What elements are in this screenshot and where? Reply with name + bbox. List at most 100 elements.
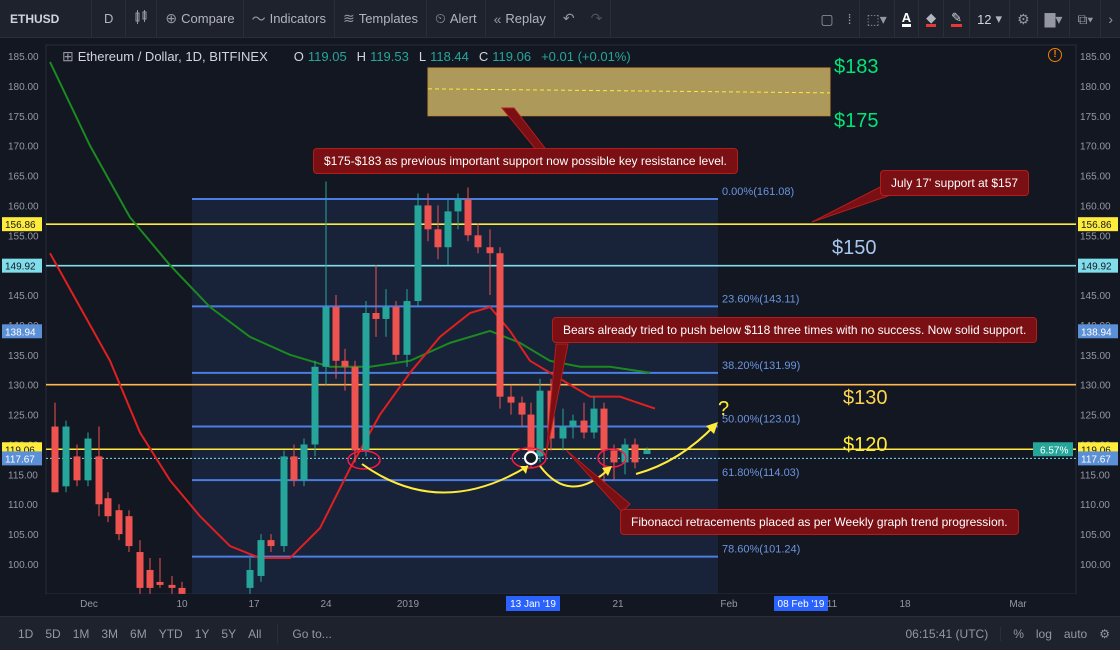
goto-button[interactable]: Go to...	[277, 623, 345, 644]
projection-arrow[interactable]	[635, 423, 717, 475]
symbol-search[interactable]: ETHUSD	[0, 0, 92, 38]
question-mark[interactable]: ?	[718, 398, 730, 420]
july-support-callout[interactable]: July 17' support at $157	[880, 170, 1030, 196]
compare-button[interactable]: ⊕ Compare	[157, 0, 244, 38]
indicators-button[interactable]: 〜 Indicators	[244, 0, 335, 38]
candle-body	[434, 229, 442, 248]
candle-down	[424, 193, 432, 242]
candle-up	[569, 414, 577, 439]
alert-button[interactable]: ⏲ Alert	[427, 0, 486, 38]
legend-title[interactable]: Ethereum / Dollar, 1D, BITFINEX	[77, 49, 268, 64]
select-mode-button[interactable]: ▢	[813, 0, 840, 38]
replay-label: Replay	[505, 11, 546, 26]
candle-body	[536, 390, 544, 457]
candle-body	[332, 307, 340, 361]
bears-callout-pointer	[545, 343, 569, 457]
y-tick-left: 175.00	[8, 112, 39, 123]
bounce-arc-2[interactable]	[539, 465, 611, 488]
info-icon[interactable]: !	[1048, 48, 1062, 62]
range-6m[interactable]: 6M	[130, 626, 147, 641]
line-color-button[interactable]: ✎	[944, 0, 971, 38]
templates-label: Templates	[358, 11, 418, 26]
bounce-arc-1[interactable]	[361, 463, 529, 494]
range-1d[interactable]: 1D	[18, 626, 34, 641]
legend-low: 118.44	[430, 49, 469, 64]
alert-label: Alert	[449, 11, 477, 26]
frame-button[interactable]: ⬚▾	[860, 0, 895, 38]
range-ytd[interactable]: YTD	[158, 626, 183, 641]
bears-callout[interactable]: Bears already tried to push below $118 t…	[552, 317, 1038, 343]
settings-button[interactable]: ⚙	[1010, 0, 1038, 38]
legend-collapse-icon[interactable]: ⊞	[62, 48, 74, 64]
range-5d[interactable]: 5D	[45, 626, 61, 641]
chart-type-button[interactable]	[126, 0, 158, 38]
time-axis-bg	[46, 594, 1076, 614]
candle-down	[392, 301, 400, 361]
undo-button[interactable]: ↶	[555, 0, 583, 38]
arrow-head-1	[520, 466, 528, 474]
label-150[interactable]: $150	[832, 237, 877, 259]
bottom-right-group: 06:15:41 (UTC) % log auto ⚙	[905, 617, 1110, 650]
range-all[interactable]: All	[248, 626, 262, 641]
candle-up	[322, 181, 330, 385]
clock-time[interactable]: 06:15:41 (UTC)	[905, 627, 989, 641]
candle-body	[146, 569, 154, 588]
y-tick-right: 135.00	[1080, 351, 1111, 362]
fill-color-button[interactable]: ◆	[919, 0, 945, 38]
toolbar-right-group: ▢ ⁞ ⬚▾ A ◆ ✎ 12 ▾ ⚙ ▇▾ ⧉▾ ›	[813, 0, 1120, 38]
replay-button[interactable]: « Replay	[486, 0, 555, 38]
candle-body	[136, 552, 144, 588]
y-tick-right: 145.00	[1080, 291, 1111, 302]
more-button[interactable]: ›	[1101, 0, 1120, 38]
percent-toggle[interactable]: %	[1000, 627, 1024, 641]
copy-icon: ⧉▾	[1077, 10, 1094, 27]
support-circle-2[interactable]	[511, 447, 547, 469]
candle-body	[73, 456, 81, 481]
y-tick-left: 170.00	[8, 142, 39, 153]
candle-body	[246, 569, 254, 588]
range-5y[interactable]: 5Y	[221, 626, 237, 641]
range-1m[interactable]: 1M	[72, 626, 90, 641]
dots-icon: ⁞	[847, 11, 852, 27]
candle-body	[444, 211, 452, 248]
candle-down	[146, 558, 154, 594]
candle-up	[382, 289, 390, 337]
fibonacci-callout[interactable]: Fibonacci retracements placed as per Wee…	[620, 509, 1019, 535]
label-120[interactable]: $120	[843, 434, 888, 456]
y-tick-right: 175.00	[1080, 112, 1111, 123]
rewind-icon: «	[493, 10, 502, 27]
range-3m[interactable]: 3M	[101, 626, 119, 641]
candle-down	[631, 438, 639, 469]
y-tick-right: 180.00	[1080, 82, 1111, 93]
fib-label: 38.20%(131.99)	[722, 360, 800, 372]
x-tick-highlight: 13 Jan '19	[510, 599, 556, 610]
layout-button[interactable]: ▇▾	[1038, 0, 1071, 38]
label-175[interactable]: $175	[834, 110, 879, 132]
label-130[interactable]: $130	[843, 387, 888, 409]
candle-body	[351, 366, 359, 451]
templates-button[interactable]: ≋ Templates	[335, 0, 427, 38]
candle-body	[257, 540, 265, 576]
layout-icon: ▇▾	[1044, 10, 1063, 27]
grid-dots-button[interactable]: ⁞	[841, 0, 860, 38]
y-tick-right: 125.00	[1080, 411, 1111, 422]
snapshot-button[interactable]: ⧉▾	[1070, 0, 1102, 38]
resistance-callout[interactable]: $175-$183 as previous important support …	[313, 148, 738, 174]
support-circle-3[interactable]	[597, 448, 627, 468]
candle-down	[51, 402, 59, 493]
price-tag-right-bg	[1078, 451, 1118, 466]
fib-label: 61.80%(114.03)	[722, 467, 799, 479]
y-tick-left: 105.00	[8, 530, 39, 541]
range-1y[interactable]: 1Y	[194, 626, 210, 641]
candle-down	[168, 575, 176, 594]
text-color-button[interactable]: A	[895, 0, 920, 38]
label-183[interactable]: $183	[834, 56, 879, 78]
interval-button[interactable]: D	[92, 0, 127, 38]
font-size-select[interactable]: 12 ▾	[970, 0, 1011, 38]
support-circle-1[interactable]	[347, 450, 381, 470]
log-toggle[interactable]: log	[1035, 627, 1052, 641]
gear-icon[interactable]: ⚙	[1099, 627, 1110, 641]
candle-down	[341, 348, 349, 391]
redo-button[interactable]: ↷	[583, 0, 612, 38]
auto-toggle[interactable]: auto	[1063, 627, 1088, 641]
